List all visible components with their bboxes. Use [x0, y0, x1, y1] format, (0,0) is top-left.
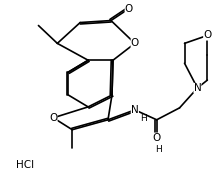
Text: O: O: [153, 133, 161, 143]
Text: H: H: [140, 114, 147, 123]
Text: O: O: [131, 38, 139, 48]
Text: N: N: [131, 105, 139, 115]
Text: O: O: [49, 113, 58, 123]
Text: N: N: [194, 83, 201, 93]
Text: HCl: HCl: [16, 160, 34, 170]
Text: O: O: [125, 4, 133, 14]
Text: O: O: [203, 30, 211, 40]
Text: H: H: [155, 145, 162, 154]
